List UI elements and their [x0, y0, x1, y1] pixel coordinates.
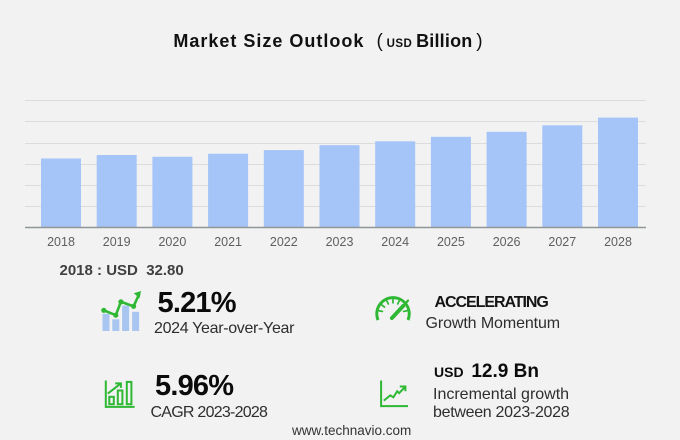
svg-text:2024: 2024: [381, 235, 409, 249]
svg-text:2020: 2020: [158, 235, 186, 249]
svg-text:2026: 2026: [493, 235, 521, 249]
svg-text:2022: 2022: [270, 235, 298, 249]
svg-text:2028: 2028: [604, 235, 632, 249]
svg-text:2023: 2023: [326, 235, 354, 249]
svg-text:2021: 2021: [214, 235, 242, 249]
svg-text:2019: 2019: [103, 235, 131, 249]
svg-text:2027: 2027: [548, 235, 576, 249]
svg-text:2025: 2025: [437, 235, 465, 249]
svg-text:2018: 2018: [47, 235, 75, 249]
